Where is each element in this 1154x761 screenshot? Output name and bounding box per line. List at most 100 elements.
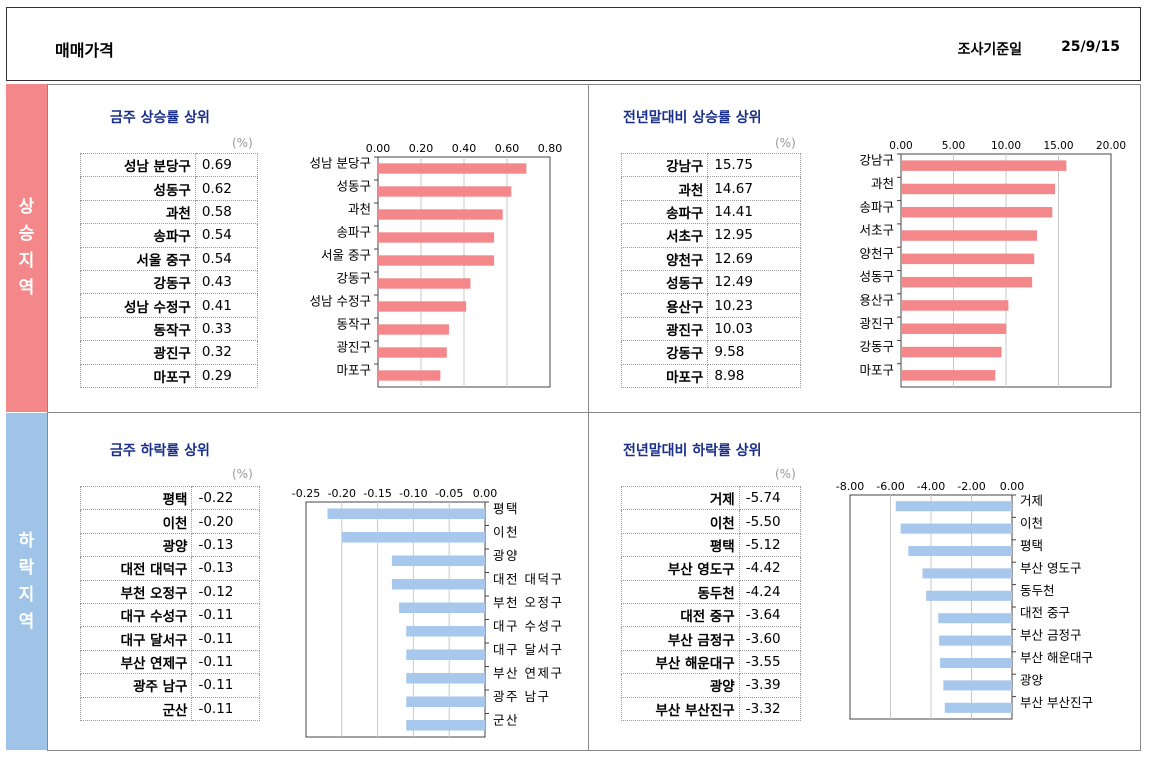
rise-label-char: 지 bbox=[18, 251, 35, 271]
category-label: 송파구 bbox=[859, 199, 894, 214]
tick-label: 10.00 bbox=[991, 140, 1021, 152]
table-row: 강동구 9.58 bbox=[620, 340, 801, 365]
region-name: 서울 중구 bbox=[80, 246, 196, 271]
bar bbox=[406, 649, 485, 661]
tick-label: -0.05 bbox=[435, 487, 463, 500]
tick-label: 0.00 bbox=[366, 142, 391, 155]
region-name: 강남구 bbox=[620, 152, 709, 178]
bar bbox=[327, 508, 485, 520]
tick-label: 0.00 bbox=[473, 487, 498, 500]
region-value: -4.24 bbox=[738, 579, 802, 604]
table-row: 성남 분당구 0.69 bbox=[80, 152, 259, 178]
bar bbox=[378, 370, 441, 381]
region-name: 부산 연제구 bbox=[79, 649, 193, 675]
table-row: 대구 달서구 -0.11 bbox=[79, 626, 260, 651]
tick-label: 0.00 bbox=[1000, 480, 1025, 493]
tick-label: -0.25 bbox=[292, 487, 320, 500]
category-label: 거제 bbox=[1020, 493, 1043, 508]
region-value: -0.11 bbox=[191, 673, 260, 698]
region-name: 용산구 bbox=[620, 293, 709, 318]
region-value: 0.62 bbox=[194, 176, 259, 201]
table-row: 강동구 0.43 bbox=[80, 269, 259, 295]
table-row: 송파구 0.54 bbox=[80, 223, 259, 248]
category-label: 부산 영도구 bbox=[1020, 560, 1081, 575]
category-label: 평택 bbox=[1020, 538, 1043, 553]
category-label: 과천 bbox=[348, 202, 371, 217]
region-name: 부산 부산진구 bbox=[621, 696, 740, 721]
bar bbox=[901, 346, 1002, 358]
bar bbox=[391, 555, 485, 567]
bar bbox=[406, 719, 485, 731]
category-label: 광진구 bbox=[859, 316, 894, 331]
bar bbox=[938, 613, 1012, 624]
table-row: 성동구 12.49 bbox=[620, 269, 801, 295]
tick-label: -0.15 bbox=[363, 487, 391, 500]
region-value: 10.03 bbox=[707, 316, 801, 342]
region-name: 광진구 bbox=[620, 316, 709, 342]
region-value: -0.11 bbox=[191, 696, 260, 721]
table-row: 부산 해운대구 -3.55 bbox=[621, 649, 802, 675]
region-name: 군산 bbox=[79, 696, 193, 721]
tick-label: -0.20 bbox=[328, 487, 356, 500]
fall-label-char: 지 bbox=[18, 584, 35, 605]
survey-date-label: 조사기준일 bbox=[957, 42, 1022, 58]
table-row: 부산 연제구 -0.11 bbox=[79, 649, 260, 675]
bar bbox=[391, 578, 485, 590]
region-value: -5.50 bbox=[738, 509, 802, 534]
region-value: -0.11 bbox=[191, 626, 260, 651]
category-label: 광양 bbox=[1020, 672, 1044, 687]
region-value: 0.58 bbox=[194, 199, 259, 225]
region-name: 광양 bbox=[621, 673, 740, 698]
region-name: 광주 남구 bbox=[79, 673, 193, 698]
category-label: 광양 bbox=[493, 548, 519, 563]
category-label: 동작구 bbox=[336, 317, 371, 332]
region-name: 과천 bbox=[620, 176, 709, 201]
region-value: -0.11 bbox=[191, 602, 260, 628]
region-value: 10.23 bbox=[707, 293, 801, 318]
region-name: 마포구 bbox=[80, 363, 196, 388]
bar bbox=[944, 702, 1012, 713]
table-row: 거제 -5.74 bbox=[621, 485, 802, 511]
table-row: 동두천 -4.24 bbox=[621, 579, 802, 604]
tick-label: 0.60 bbox=[495, 142, 520, 155]
table-row: 부산 영도구 -4.42 bbox=[621, 556, 802, 581]
bar bbox=[341, 531, 485, 543]
region-value: 0.29 bbox=[194, 363, 259, 388]
region-value: -4.42 bbox=[738, 556, 802, 581]
weekly-rise-title: 금주 상승률 상위 bbox=[110, 110, 210, 126]
weekly-rise-table: 성남 분당구 0.69 성동구 0.62 과천 0.58 송파구 0.54 서울 중구 0.54 강… bbox=[80, 152, 259, 388]
bar bbox=[406, 672, 485, 684]
bar bbox=[943, 680, 1012, 691]
fall-region-label: 하 락 지 역 bbox=[6, 413, 47, 750]
fall-label-char: 하 bbox=[18, 530, 35, 551]
ytd-fall-unit: (%) bbox=[775, 467, 796, 481]
region-value: 12.95 bbox=[707, 223, 801, 248]
region-name: 동두천 bbox=[621, 579, 740, 604]
region-value: 12.69 bbox=[707, 246, 801, 271]
region-value: -0.12 bbox=[191, 579, 260, 604]
region-name: 마포구 bbox=[620, 363, 709, 388]
table-row: 성동구 0.62 bbox=[80, 176, 259, 201]
bar bbox=[378, 255, 495, 266]
region-value: 12.49 bbox=[707, 269, 801, 295]
table-row: 광양 -3.39 bbox=[621, 673, 802, 698]
region-name: 강동구 bbox=[80, 269, 196, 295]
region-value: 0.54 bbox=[194, 246, 259, 271]
region-value: -0.11 bbox=[191, 649, 260, 675]
region-value: -3.64 bbox=[738, 602, 802, 628]
table-row: 광양 -0.13 bbox=[79, 532, 260, 558]
bar bbox=[378, 347, 447, 358]
tick-label: 0.40 bbox=[452, 142, 477, 155]
bar bbox=[378, 209, 503, 220]
region-value: 0.54 bbox=[194, 223, 259, 248]
ytd-rise-unit: (%) bbox=[775, 136, 796, 150]
table-row: 부천 오정구 -0.12 bbox=[79, 579, 260, 604]
tick-label: -2.00 bbox=[957, 480, 985, 493]
region-name: 평택 bbox=[79, 485, 193, 511]
category-label: 성남 분당구 bbox=[310, 156, 371, 171]
region-value: 14.67 bbox=[707, 176, 801, 201]
category-label: 대구 달서구 bbox=[493, 642, 563, 657]
category-label: 동두천 bbox=[1020, 583, 1055, 598]
category-label: 성동구 bbox=[859, 269, 894, 284]
region-value: 0.33 bbox=[194, 316, 259, 342]
